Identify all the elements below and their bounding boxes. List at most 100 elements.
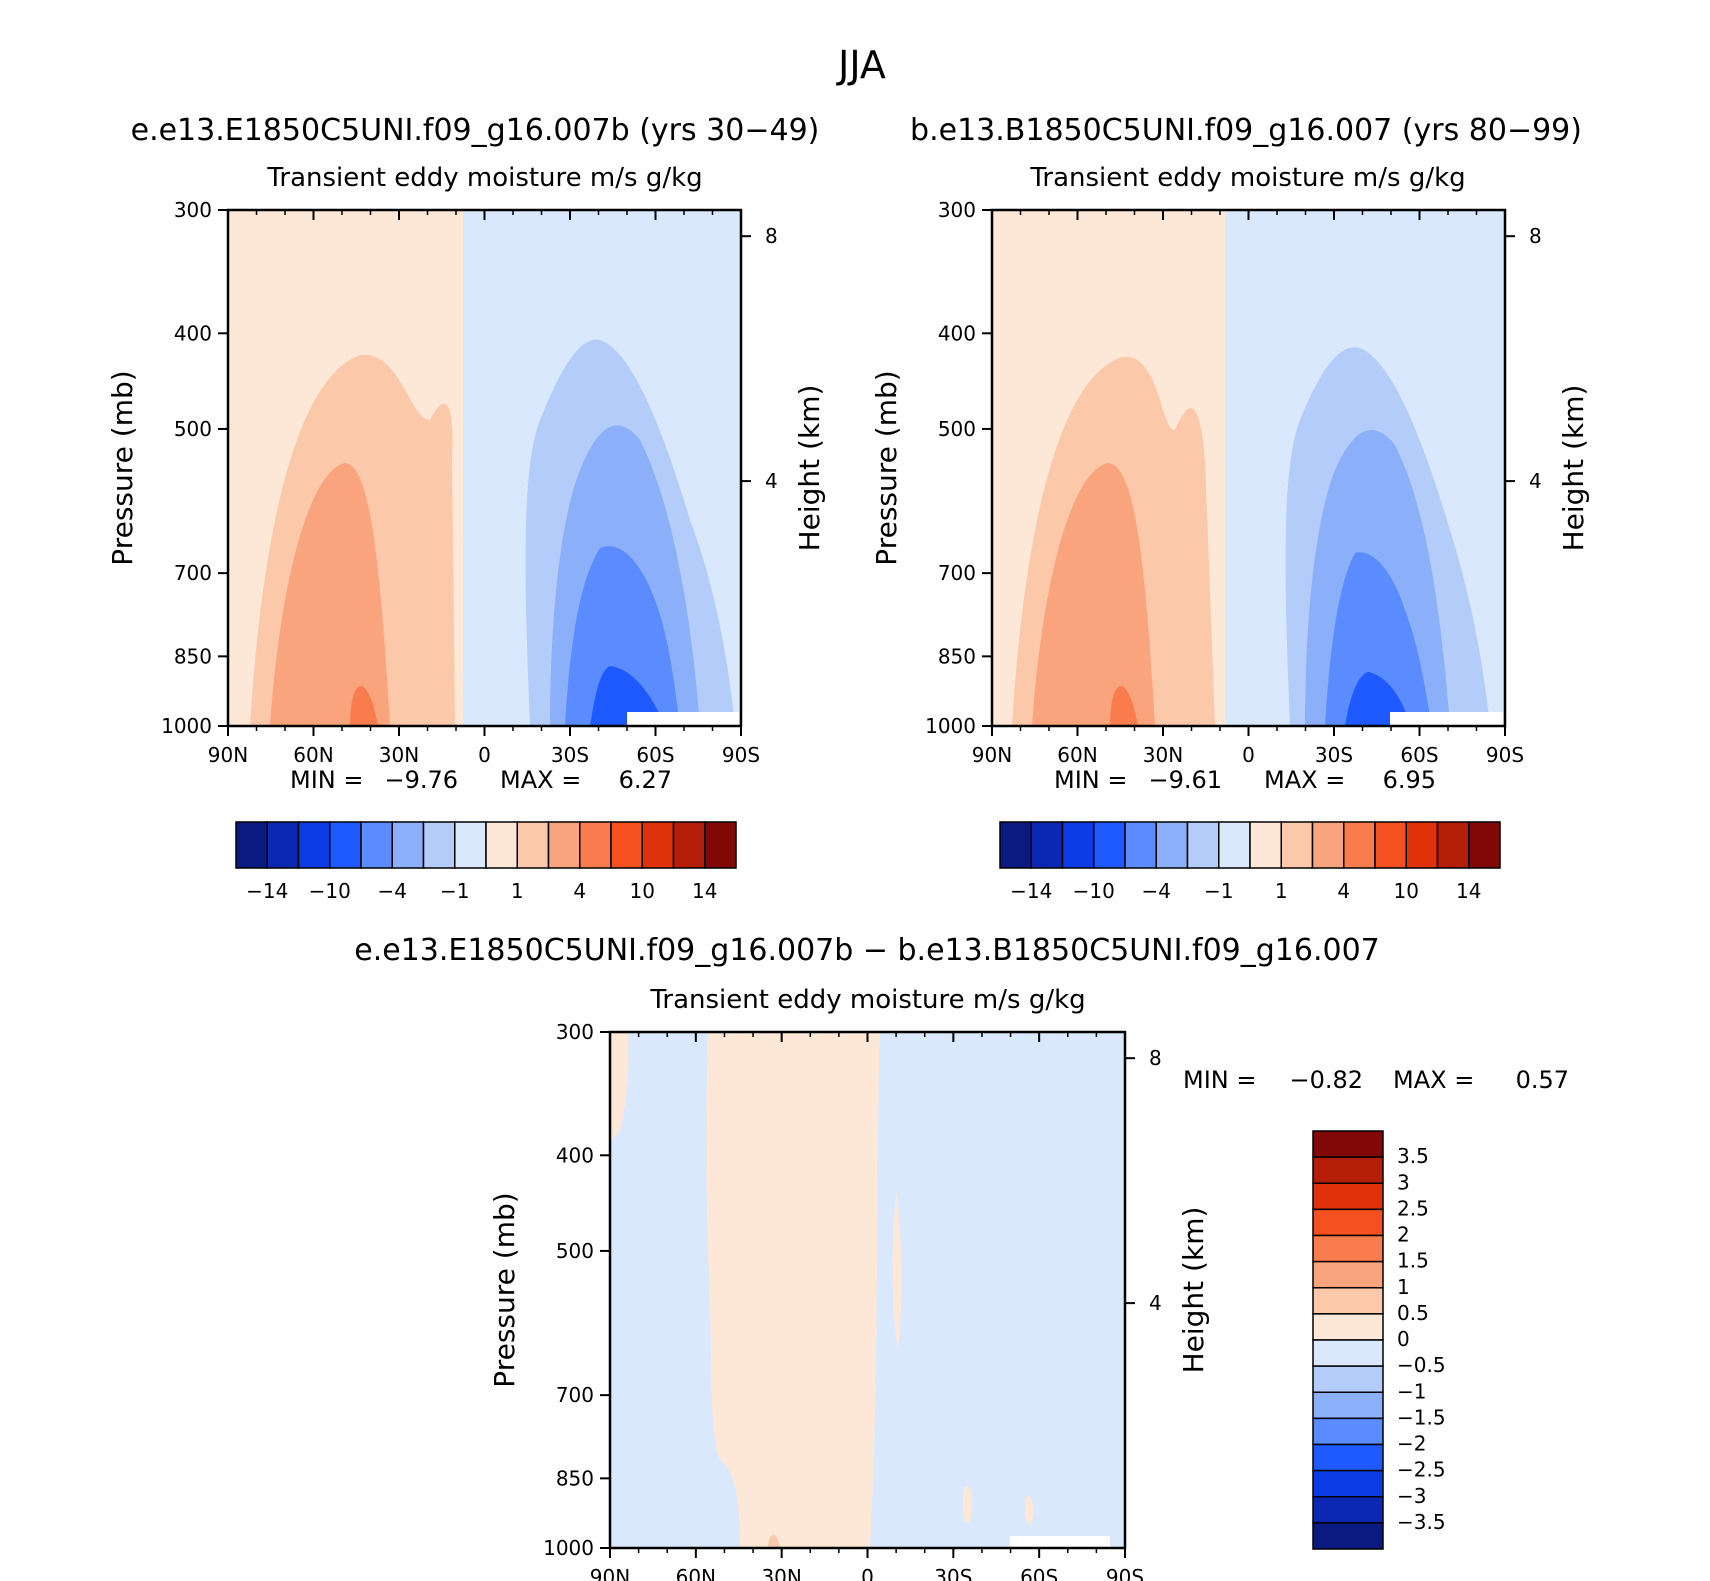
colorbar-swatch <box>1405 821 1439 869</box>
colorbar-label: −14 <box>1010 879 1052 903</box>
colorbar-swatch <box>1218 821 1251 869</box>
y-tick-label: 1000 <box>543 1536 594 1560</box>
y-tick-label: 850 <box>556 1466 594 1490</box>
colorbar-label: 4 <box>1337 879 1350 903</box>
contour-field <box>610 1032 1125 1548</box>
contour-region <box>426 625 446 726</box>
y-axis-label: Pressure (mb) <box>106 370 139 565</box>
y2-tick-label: 8 <box>1529 224 1542 248</box>
contour-region <box>1110 685 1138 726</box>
contour-field <box>992 210 1505 726</box>
colorbar-swatch <box>1312 1156 1384 1184</box>
x-tick-label: 90S <box>1106 1565 1144 1581</box>
x-tick-label: 60S <box>1020 1565 1058 1581</box>
colorbar-label: 14 <box>1456 879 1481 903</box>
colorbar-swatch <box>1093 821 1126 869</box>
colorbar-swatch <box>1343 821 1376 869</box>
colorbar-swatch <box>547 821 581 869</box>
x-tick-label: 90N <box>972 743 1012 767</box>
y2-axis-label: Height (km) <box>793 385 826 552</box>
y-tick-label: 500 <box>174 417 212 441</box>
colorbar-swatch <box>1312 1208 1384 1237</box>
x-tick-label: 30N <box>761 1565 801 1581</box>
colorbar-label: 3.5 <box>1397 1144 1429 1168</box>
x-tick-label: 30S <box>1315 743 1353 767</box>
colorbar-swatch <box>1312 1313 1384 1341</box>
colorbar-swatch <box>1030 821 1064 869</box>
colorbar-swatch <box>1186 821 1220 869</box>
y-tick-label: 500 <box>938 417 976 441</box>
colorbar-swatch <box>1312 1496 1384 1524</box>
colorbar-label: −10 <box>1073 879 1115 903</box>
x-tick-label: 60S <box>636 743 674 767</box>
colorbar-swatch <box>1312 1391 1384 1420</box>
y2-axis-label: Height (km) <box>1177 1207 1210 1374</box>
y-tick-label: 700 <box>174 561 212 585</box>
colorbar-swatch <box>1312 1417 1384 1446</box>
colorbar-swatch <box>235 821 268 869</box>
colorbar-swatch <box>1312 1260 1384 1289</box>
colorbar-label: 2.5 <box>1397 1196 1429 1220</box>
colorbar-label: −0.5 <box>1397 1353 1446 1377</box>
colorbar-swatch <box>1374 821 1407 869</box>
colorbar-label: 1.5 <box>1397 1249 1429 1273</box>
colorbar-swatch <box>1312 1365 1384 1393</box>
contour-region <box>1032 463 1155 726</box>
colorbar-swatch <box>1436 821 1470 869</box>
x-tick-label: 90N <box>208 743 248 767</box>
colorbar-label: −3.5 <box>1397 1510 1446 1534</box>
panel-chart-title: Transient eddy moisture m/s g/kg <box>1029 163 1465 193</box>
colorbar-swatch <box>329 821 362 869</box>
colorbar-swatch <box>454 821 487 869</box>
min-label: MIN = <box>1054 766 1127 794</box>
colorbar-swatch <box>1155 821 1189 869</box>
contour-region <box>768 1534 780 1548</box>
y-tick-label: 300 <box>938 198 976 222</box>
y-tick-label: 300 <box>556 1020 594 1044</box>
panel-chart-title: Transient eddy moisture m/s g/kg <box>266 163 702 193</box>
colorbar-swatch <box>610 821 643 869</box>
x-tick-label: 90S <box>1486 743 1524 767</box>
colorbar-swatch <box>1312 1339 1384 1367</box>
x-tick-label: 0 <box>1242 743 1255 767</box>
x-tick-label: 90S <box>722 743 760 767</box>
contour-region <box>962 1485 973 1524</box>
y-tick-label: 1000 <box>925 714 976 738</box>
contour-region <box>590 666 665 726</box>
x-tick-label: 60N <box>676 1565 716 1581</box>
colorbar-swatch <box>1312 1443 1384 1472</box>
max-label: MAX = <box>1393 1066 1474 1094</box>
y-tick-label: 850 <box>174 644 212 668</box>
colorbar-label: 2 <box>1397 1223 1410 1247</box>
panel-case-title: e.e13.E1850C5UNI.f09_g16.007b (yrs 30−49… <box>131 113 820 148</box>
colorbar-swatch <box>422 821 456 869</box>
contour-region <box>612 1032 629 1140</box>
colorbar-label: −1 <box>1397 1379 1426 1403</box>
min-label: MIN = <box>1183 1066 1256 1094</box>
colorbar-label: 3 <box>1397 1170 1410 1194</box>
x-tick-label: 0 <box>478 743 491 767</box>
colorbar-swatch <box>391 821 425 869</box>
y-tick-label: 1000 <box>161 714 212 738</box>
colorbar-label: −10 <box>309 879 351 903</box>
y-tick-label: 700 <box>938 561 976 585</box>
min-value: −9.76 <box>384 766 458 794</box>
x-tick-label: 30N <box>379 743 419 767</box>
min-label: MIN = <box>290 766 363 794</box>
x-tick-label: 30N <box>1143 743 1183 767</box>
colorbar-label: 10 <box>630 879 655 903</box>
colorbar-label: 1 <box>1397 1275 1410 1299</box>
colorbar-label: 0.5 <box>1397 1301 1429 1325</box>
y2-axis-label: Height (km) <box>1557 385 1590 552</box>
difference-title: e.e13.E1850C5UNI.f09_g16.007b − b.e13.B1… <box>354 933 1380 968</box>
y2-tick-label: 8 <box>1149 1046 1162 1070</box>
y2-tick-label: 4 <box>1529 469 1542 493</box>
contour-region <box>350 685 378 726</box>
figure-title: JJA <box>836 43 886 87</box>
colorbar-swatch <box>999 821 1032 869</box>
colorbar-swatch <box>360 821 393 869</box>
colorbar-label: −14 <box>246 879 288 903</box>
max-value: 0.57 <box>1516 1066 1569 1094</box>
